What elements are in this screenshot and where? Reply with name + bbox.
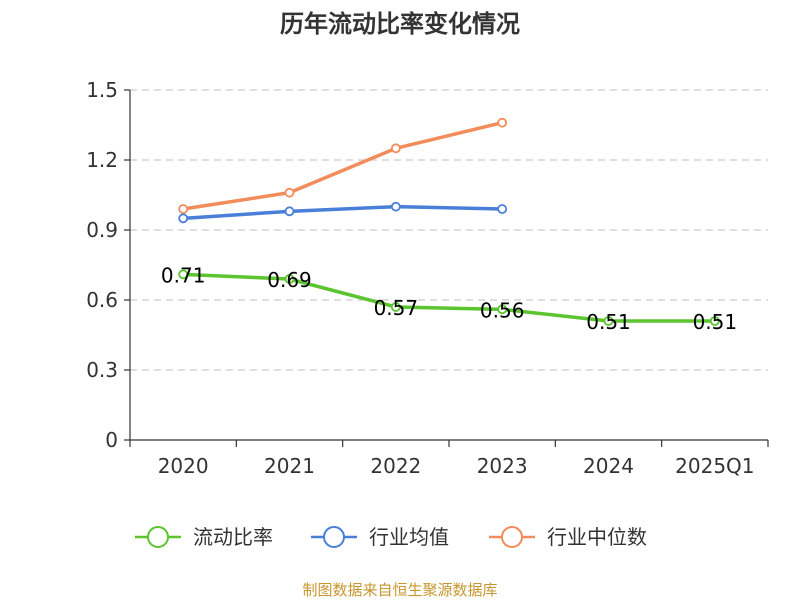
series-line-0 xyxy=(181,272,717,323)
data-label: 0.51 xyxy=(693,310,738,334)
y-tick-label: 1.2 xyxy=(86,148,118,172)
series-layer xyxy=(178,117,720,326)
legend-marker xyxy=(323,526,345,548)
x-tick-label: 2025Q1 xyxy=(675,454,754,478)
data-label: 0.51 xyxy=(586,310,631,334)
y-tick-label: 1.5 xyxy=(86,78,118,102)
legend-marker xyxy=(501,526,523,548)
legend-label: 行业均值 xyxy=(369,525,449,549)
legend-label: 流动比率 xyxy=(193,525,273,549)
data-point xyxy=(178,213,189,224)
chart-title: 历年流动比率变化情况 xyxy=(280,10,520,38)
data-point xyxy=(284,274,295,284)
data-point xyxy=(178,204,189,214)
legend: 流动比率 行业均值 行业中位数 xyxy=(135,525,647,549)
data-point xyxy=(390,302,401,312)
y-tick-label: 0 xyxy=(105,428,118,452)
data-label: 0.56 xyxy=(480,298,525,322)
y-tick-label: 0.3 xyxy=(86,358,118,382)
legend-marker xyxy=(147,526,169,548)
series-line-2 xyxy=(181,120,504,211)
y-tick-label: 0.6 xyxy=(86,288,118,312)
data-point xyxy=(390,143,401,154)
data-point xyxy=(497,304,508,315)
data-point xyxy=(178,269,189,280)
x-tick-label: 2020 xyxy=(158,454,209,478)
x-tick-label: 2021 xyxy=(264,454,315,478)
x-tick-label: 2022 xyxy=(370,454,421,478)
data-label: 0.57 xyxy=(374,296,419,320)
legend-label: 行业中位数 xyxy=(547,525,647,549)
data-label: 0.71 xyxy=(161,263,206,287)
data-point xyxy=(390,201,401,212)
data-point xyxy=(284,206,295,217)
axes: 0 0.3 0.6 0.9 1.2 1.5 2020 2021 2022 2023 2024 2025… xyxy=(86,78,769,478)
x-tick-label: 2023 xyxy=(477,454,528,478)
grid xyxy=(130,89,768,371)
series-line-1 xyxy=(181,204,504,221)
data-point xyxy=(497,117,508,128)
data-labels: 0.71 0.69 0.57 0.56 0.51 0.51 xyxy=(161,263,737,334)
x-tick-label: 2024 xyxy=(583,454,634,478)
data-point xyxy=(497,204,508,214)
data-point xyxy=(603,316,614,326)
y-tick-label: 0.9 xyxy=(86,218,118,242)
data-point xyxy=(284,187,295,198)
source-note: 制图数据来自恒生聚源数据库 xyxy=(302,581,497,599)
data-label: 0.69 xyxy=(267,268,312,292)
data-point xyxy=(709,316,720,326)
